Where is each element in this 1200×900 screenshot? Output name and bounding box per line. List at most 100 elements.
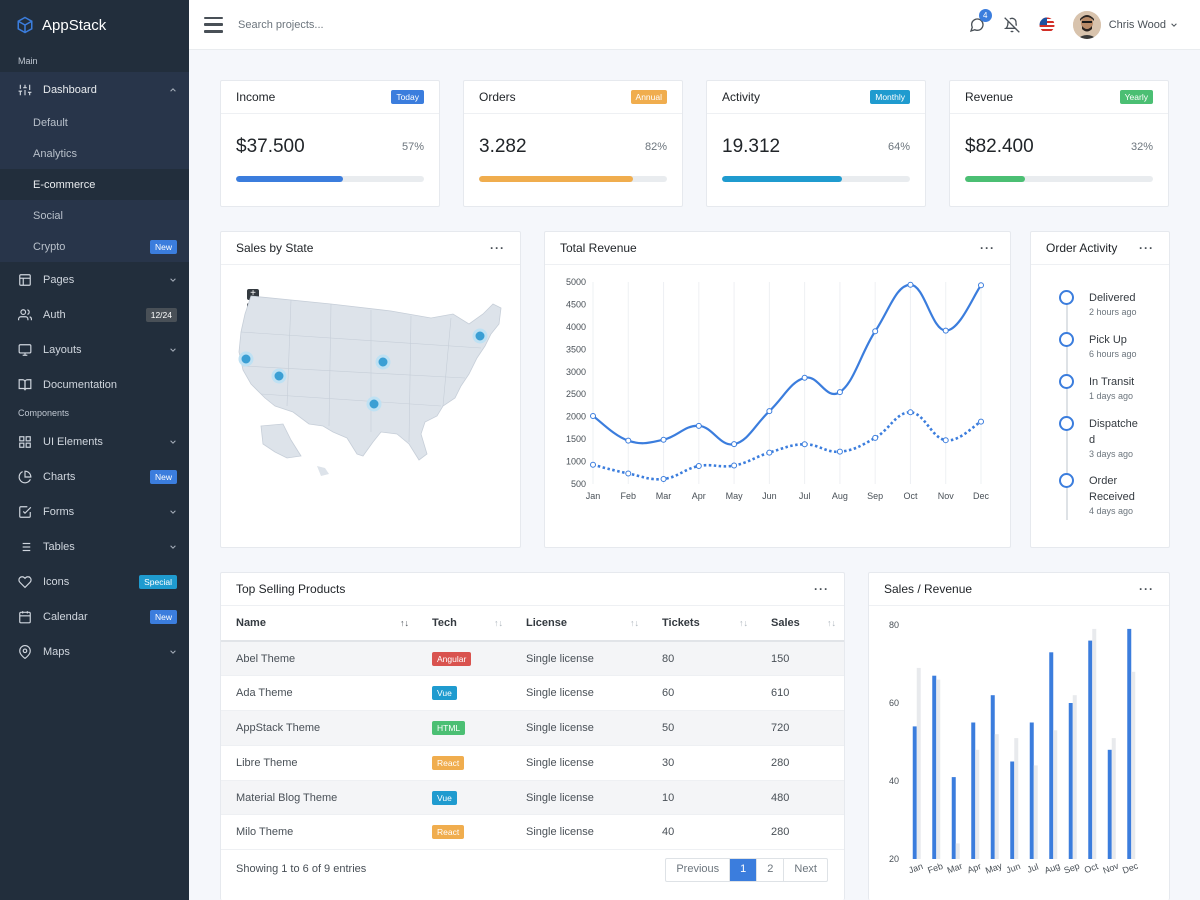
column-header-license[interactable]: License ↑↓ [511,606,647,642]
cell-sales: 720 [756,710,844,746]
cell-license: Single license [511,710,647,746]
column-header-sales[interactable]: Sales ↑↓ [756,606,844,642]
total-revenue-line-chart: Jan Feb Mar Apr May Jun Jul Aug Sep Oct Nov Dec 500 1… [566,277,990,501]
sidebar-subitem-social[interactable]: Social [0,200,189,231]
sidebar-subitem-ecommerce[interactable]: E-commerce [0,169,189,200]
sort-icon: ↑↓ [630,618,639,628]
column-header-tech[interactable]: Tech ↑↓ [417,606,511,642]
sidebar-item-documentation[interactable]: Documentation [0,367,189,402]
x-tick-label: Dec [973,491,990,501]
more-horizontal-icon[interactable]: ··· [814,582,829,596]
next-page-button[interactable]: Next [794,863,817,875]
x-tick-label: Nov [938,491,955,501]
more-horizontal-icon[interactable]: ··· [1139,241,1154,255]
tech-badge: Angular [432,651,472,666]
page-2-button[interactable]: 2 [757,859,785,881]
hamburger-menu-icon[interactable] [204,16,223,33]
sidebar-item-label: Icons [43,575,70,588]
book-open-icon [18,378,32,392]
zoom-in-button[interactable]: + [247,289,259,300]
tech-badge: Vue [432,790,457,805]
cell-sales: 610 [756,675,844,712]
timeline-time: 2 hours ago [1089,307,1137,317]
data-point [625,437,632,444]
data-point [590,461,596,468]
sales-by-state-card: Sales by State··· + − [220,231,521,548]
sidebar-item-layouts[interactable]: Layouts [0,332,189,367]
table-row[interactable]: Milo Theme React Single license 40 280 [221,814,844,851]
sidebar-item-maps[interactable]: Maps [0,634,189,669]
y-tick-label: 3000 [566,367,586,377]
sidebar-item-icons[interactable]: Icons Special [0,564,189,599]
us-flag-icon[interactable] [1038,16,1056,34]
stat-card-activity: Activity Monthly 19.312 64% [706,80,926,207]
cell-tech: Vue [417,780,511,816]
table-row[interactable]: Libre Theme React Single license 30 280 [221,745,844,781]
sidebar-item-tables[interactable]: Tables [0,529,189,564]
sidebar-subitem-label: E-commerce [33,178,96,191]
more-horizontal-icon[interactable]: ··· [980,241,995,255]
y-tick-label: 5000 [566,277,586,287]
sidebar-item-auth[interactable]: Auth 12/24 [0,297,189,332]
table-row[interactable]: AppStack Theme HTML Single license 50 720 [221,710,844,746]
data-point [590,412,596,419]
card-title: Top Selling Products [236,582,346,596]
data-point [836,389,843,396]
stat-value: 3.282 [479,136,527,157]
period-badge: Yearly [1119,90,1153,104]
timeline-status-cont: d [1089,434,1096,446]
sidebar-subitem-crypto[interactable]: Crypto New [0,231,189,262]
data-point [836,448,843,455]
bar-series-1 [1111,738,1116,859]
bell-off-icon[interactable] [1003,16,1021,34]
y-tick-label: 2500 [566,389,586,399]
table-row[interactable]: Ada Theme Vue Single license 60 610 [221,675,844,712]
data-point [978,282,984,289]
series-line-0 [592,283,982,446]
bar-series-1 [1131,671,1136,859]
sidebar-item-forms[interactable]: Forms [0,494,189,529]
products-table: Name ↑↓ Tech ↑↓ License ↑↓ Tickets ↑↓ Sales ↑↓ Ab… [221,606,844,851]
brand[interactable]: AppStack [0,0,189,50]
x-tick-label: Feb [926,861,944,876]
sidebar-item-dashboard[interactable]: Dashboard [0,72,189,107]
more-horizontal-icon[interactable]: ··· [1139,582,1154,596]
sidebar-subitem-label: Social [33,209,63,222]
search-input[interactable] [238,18,478,31]
message-circle-icon[interactable]: 4 [968,9,992,34]
sidebar-subitem-analytics[interactable]: Analytics [0,138,189,169]
top-selling-products-card: Top Selling Products ··· Name ↑↓ Tech ↑↓ Lice… [220,572,845,900]
timeline-time: 1 days ago [1089,391,1134,401]
sidebar: AppStack Main Dashboard Default Analytic… [0,0,189,900]
check-square-icon [18,505,32,519]
stat-percent: 57% [401,141,424,153]
more-horizontal-icon[interactable]: ··· [490,241,505,255]
column-header-name[interactable]: Name ↑↓ [221,606,417,642]
page-1-button[interactable]: 1 [730,859,758,881]
user-menu[interactable]: Chris Wood [1109,19,1178,31]
x-tick-label: Apr [966,861,983,875]
period-badge: Annual [630,90,667,104]
sidebar-item-calendar[interactable]: Calendar New [0,599,189,634]
sidebar-item-pages[interactable]: Pages [0,262,189,297]
column-header-tickets[interactable]: Tickets ↑↓ [647,606,756,642]
sidebar-item-ui-elements[interactable]: UI Elements [0,424,189,459]
cell-tech: HTML [417,710,511,746]
table-row[interactable]: Material Blog Theme Vue Single license 10 48… [221,780,844,816]
sidebar-item-charts[interactable]: Charts New [0,459,189,494]
sidebar-subitem-default[interactable]: Default [0,107,189,138]
table-row[interactable]: Abel Theme Angular Single license 80 150 [221,641,844,677]
data-point [695,462,702,469]
sidebar-subitem-label: Default [33,116,68,129]
stat-percent: 82% [644,141,667,153]
avatar[interactable] [1072,11,1101,39]
timeline-status: Delivered [1089,292,1136,304]
data-point [766,449,773,456]
x-tick-label: Apr [692,491,706,501]
sort-icon: ↑↓ [739,618,748,628]
y-tick-label: 20 [889,854,899,864]
column-label: Name [236,617,266,629]
previous-page-button[interactable]: Previous [666,859,731,881]
bar-series-0 [990,695,995,859]
bar-series-0 [951,777,956,859]
